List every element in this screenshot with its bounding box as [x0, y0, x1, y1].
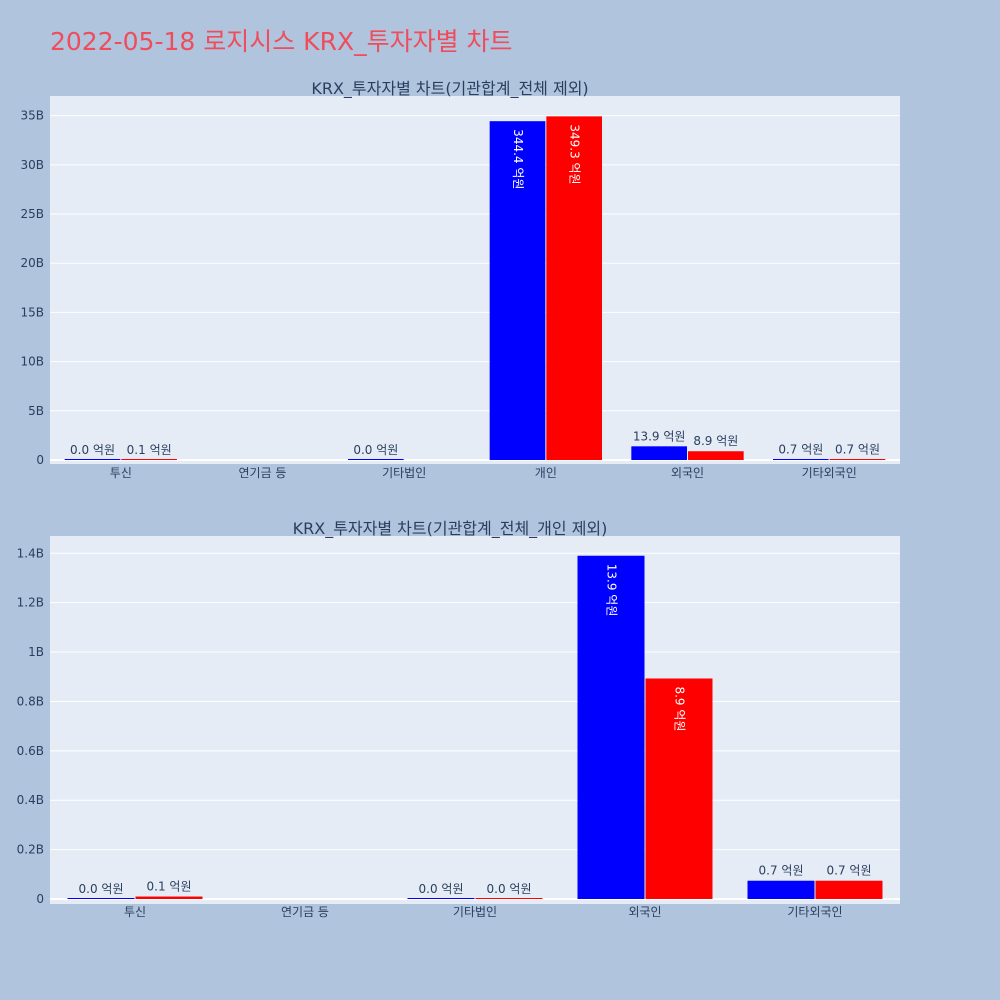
y-tick-label: 0.6B — [17, 744, 44, 758]
data-label: 8.9 억원 — [693, 434, 738, 448]
y-tick-label: 1.2B — [17, 596, 44, 610]
x-tick-label: 기타법인 — [382, 466, 426, 480]
bar — [121, 459, 177, 460]
y-tick-label: 15B — [20, 305, 44, 319]
x-tick-label: 투신 — [124, 905, 146, 919]
y-tick-label: 10B — [20, 355, 44, 369]
y-tick-label: 35B — [20, 109, 44, 123]
bar — [773, 459, 829, 460]
plot-area-2 — [50, 536, 900, 904]
bar — [829, 459, 886, 460]
x-tick-label: 외국인 — [671, 466, 704, 480]
x-tick-label: 기타법인 — [453, 905, 497, 919]
y-tick-label: 1.4B — [17, 546, 44, 560]
y-tick-label: 25B — [20, 207, 44, 221]
bar — [631, 446, 687, 460]
data-label: 0.1 억원 — [127, 443, 172, 457]
bar — [577, 555, 645, 899]
bar — [67, 898, 135, 899]
x-tick-label: 개인 — [535, 466, 557, 480]
data-label: 0.0 억원 — [353, 443, 398, 457]
data-label: 8.9 억원 — [673, 686, 687, 731]
x-tick-label: 기타외국인 — [802, 466, 857, 480]
x-tick-label: 투신 — [110, 466, 132, 480]
bar — [135, 896, 203, 899]
data-label: 349.3 억원 — [568, 124, 582, 184]
y-tick-label: 20B — [20, 256, 44, 270]
data-label: 0.1 억원 — [147, 880, 192, 894]
bar — [407, 898, 475, 899]
y-tick-label: 0.4B — [17, 793, 44, 807]
plot-area-1 — [50, 96, 900, 464]
data-label: 13.9 억원 — [633, 429, 686, 443]
y-tick-label: 1B — [28, 645, 44, 659]
y-tick-label: 0.2B — [17, 843, 44, 857]
x-tick-label: 연기금 등 — [281, 905, 329, 919]
data-label: 0.7 억원 — [778, 442, 823, 456]
bar — [348, 459, 404, 460]
y-tick-label: 5B — [28, 404, 44, 418]
data-label: 0.0 억원 — [419, 882, 464, 896]
x-tick-label: 기타외국인 — [787, 905, 842, 919]
data-label: 0.7 억원 — [759, 864, 804, 878]
bar — [546, 116, 602, 461]
x-tick-label: 외국인 — [628, 905, 661, 919]
chart-title-2: KRX_투자자별 차트(기관합계_전체_개인 제외) — [293, 519, 608, 539]
x-tick-label: 연기금 등 — [239, 466, 287, 480]
bar — [747, 880, 815, 899]
page-title: 2022-05-18 로지시스 KRX_투자자별 차트 — [50, 27, 513, 56]
bar — [489, 121, 546, 460]
bar — [64, 459, 121, 460]
y-tick-label: 0 — [36, 892, 44, 906]
data-label: 13.9 억원 — [605, 564, 619, 617]
data-label: 0.7 억원 — [827, 864, 872, 878]
data-label: 0.7 억원 — [835, 442, 880, 456]
data-label: 344.4 억원 — [511, 129, 525, 189]
bar — [688, 451, 744, 460]
y-tick-label: 0.8B — [17, 694, 44, 708]
data-label: 0.0 억원 — [487, 882, 532, 896]
y-tick-label: 30B — [20, 158, 44, 172]
chart-title-1: KRX_투자자별 차트(기관합계_전체 제외) — [311, 79, 588, 99]
bar — [645, 678, 713, 899]
y-tick-label: 0 — [36, 453, 44, 467]
bar — [815, 880, 883, 899]
data-label: 0.0 억원 — [70, 443, 115, 457]
bar — [475, 898, 543, 899]
data-label: 0.0 억원 — [79, 882, 124, 896]
